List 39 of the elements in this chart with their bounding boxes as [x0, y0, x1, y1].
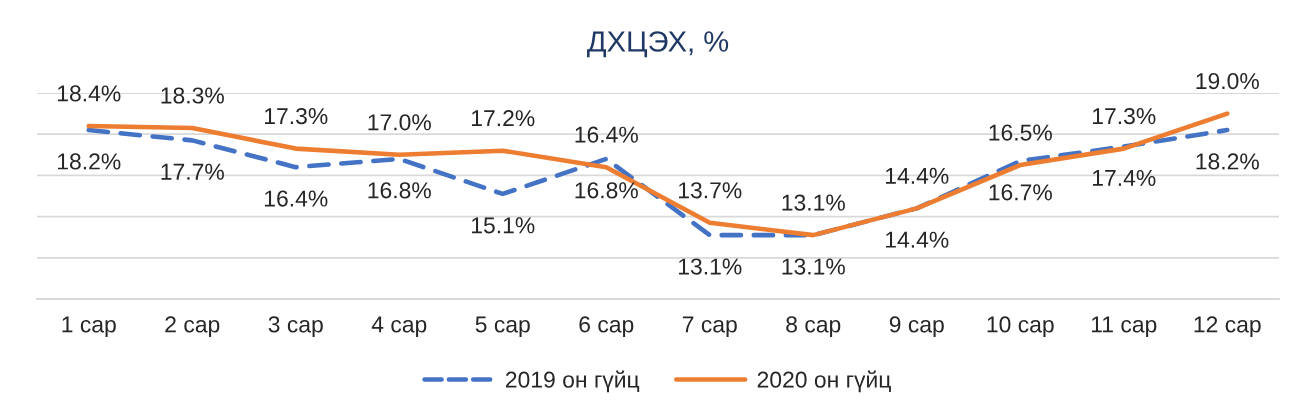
- data-label: 13.1%: [782, 258, 845, 275]
- data-label: 16.4%: [265, 190, 328, 207]
- data-label: 16.8%: [368, 182, 431, 199]
- data-label: 18.3%: [161, 87, 224, 104]
- x-tick-label: 11 сар: [1091, 316, 1157, 338]
- x-tick-label: 6 сар: [579, 316, 634, 338]
- data-label: 14.4%: [886, 167, 949, 184]
- data-label: 18.4%: [58, 85, 121, 102]
- x-tick-label: 3 сар: [268, 316, 323, 338]
- data-label: 14.4%: [886, 231, 949, 248]
- x-tick-label: 2 сар: [165, 316, 220, 338]
- data-label: 13.7%: [679, 182, 742, 199]
- x-tick-label: 10 сар: [987, 316, 1054, 338]
- data-label: 18.2%: [58, 153, 121, 170]
- data-label: 16.7%: [989, 184, 1052, 201]
- x-tick-label: 5 сар: [475, 316, 530, 338]
- data-label: 17.3%: [265, 107, 328, 125]
- data-label: 18.2%: [1196, 153, 1259, 170]
- x-tick-label: 8 сар: [786, 316, 841, 338]
- data-label: 17.7%: [161, 163, 224, 180]
- legend-label: 2019 он гүйц: [505, 370, 640, 393]
- x-tick-label: 4 сар: [371, 316, 427, 338]
- data-label: 16.8%: [575, 182, 638, 199]
- x-tick-label: 12 сар: [1194, 316, 1261, 338]
- data-label: 16.4%: [575, 126, 638, 143]
- data-label: 13.1%: [782, 194, 845, 211]
- data-label: 13.1%: [679, 258, 742, 275]
- legend-label: 2020 он гүйц: [757, 370, 891, 393]
- x-tick-label: 9 сар: [889, 316, 944, 338]
- data-label: 15.1%: [472, 217, 535, 234]
- chart-title: ДХЦЭХ, %: [587, 31, 729, 58]
- data-label: 19.0%: [1196, 72, 1259, 90]
- data-label: 17.0%: [368, 114, 431, 131]
- data-label: 17.4%: [1093, 169, 1156, 186]
- data-label: 16.5%: [989, 124, 1052, 141]
- x-tick-label: 1 сар: [62, 316, 116, 338]
- data-label: 17.3%: [1093, 107, 1156, 125]
- data-label: 17.2%: [472, 110, 535, 127]
- x-tick-label: 7 сар: [682, 316, 737, 338]
